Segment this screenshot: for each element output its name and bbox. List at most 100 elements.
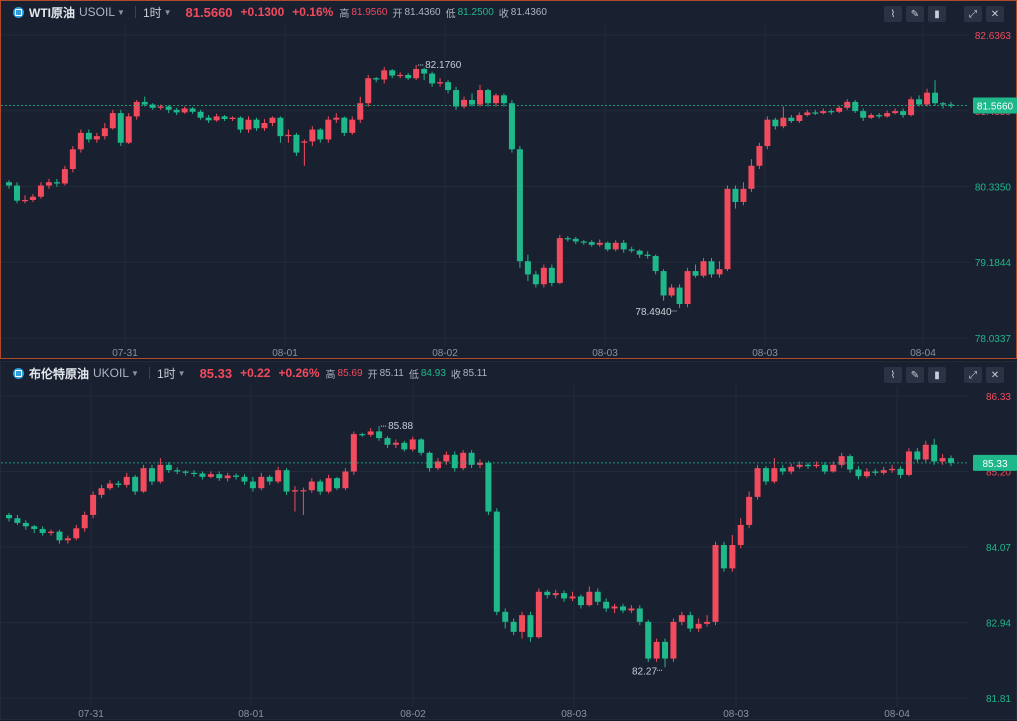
candle-body — [748, 165, 755, 189]
indicator-icon[interactable]: ⌇ — [884, 6, 902, 22]
chevron-down-icon[interactable]: ▼ — [131, 368, 139, 378]
close-value: 85.11 — [462, 367, 488, 379]
timeframe-selector[interactable]: 1时 — [142, 5, 162, 20]
date-axis-label: 08-03 — [592, 348, 618, 359]
candle-body — [492, 95, 499, 104]
candle — [732, 185, 739, 209]
candle — [258, 472, 265, 491]
candle — [813, 461, 820, 469]
candle-body — [149, 104, 156, 108]
chevron-down-icon[interactable]: ▼ — [117, 7, 125, 17]
candle-body — [820, 111, 827, 114]
candle-body — [48, 531, 55, 533]
expand-icon[interactable]: ⤢ — [964, 6, 982, 22]
symbol-code[interactable]: UKOIL — [93, 366, 130, 380]
candle — [261, 119, 268, 131]
candle — [524, 254, 531, 281]
candle-body — [700, 261, 707, 276]
candle — [21, 195, 28, 204]
candle — [771, 458, 778, 484]
candle-body — [334, 478, 341, 489]
chevron-down-icon[interactable]: ▼ — [177, 368, 186, 378]
candle — [821, 462, 828, 475]
candle-body — [93, 136, 100, 140]
candle-body — [437, 82, 444, 84]
candle — [22, 520, 29, 530]
candle-style-icon[interactable]: ▮ — [928, 6, 946, 22]
candle-body — [678, 615, 685, 622]
candle-body — [889, 468, 896, 471]
draw-icon[interactable]: ✎ — [906, 6, 924, 22]
wti-candlestick-chart[interactable]: 82.636381.485080.335079.184478.033707-31… — [1, 1, 1017, 360]
candle-body — [39, 528, 46, 533]
wti-chart-panel[interactable]: 82.636381.485080.335079.184478.033707-31… — [0, 0, 1017, 359]
candle-body — [181, 108, 188, 113]
candle — [317, 479, 324, 495]
draw-icon[interactable]: ✎ — [906, 367, 924, 383]
candle-body — [860, 111, 867, 118]
candle — [772, 117, 779, 130]
price-axis-label: 82.94 — [986, 619, 1011, 630]
timeframe-selector[interactable]: 1时 — [156, 366, 176, 381]
date-axis-label: 08-04 — [884, 709, 910, 720]
indicator-icon[interactable]: ⌇ — [884, 367, 902, 383]
candle-body — [426, 452, 433, 469]
close-icon[interactable]: ✕ — [986, 6, 1004, 22]
candle — [564, 236, 571, 242]
candle-body — [453, 90, 460, 107]
symbol-name[interactable]: WTI原油 — [29, 5, 75, 20]
candle — [384, 436, 391, 449]
candle — [516, 146, 523, 268]
chevron-down-icon[interactable]: ▼ — [163, 7, 172, 17]
candle — [855, 466, 862, 480]
candle-body — [740, 188, 747, 202]
candle-body — [6, 514, 12, 519]
candle — [500, 93, 507, 107]
candle — [872, 468, 879, 476]
brent-chart-panel[interactable]: 86.33 85.20 84.07 82.94 81.81 07-31 08-01 08-02… — [0, 361, 1017, 720]
candle-body — [596, 242, 603, 245]
candle-body — [876, 115, 883, 117]
candle-body — [897, 468, 904, 475]
candle-body — [852, 101, 859, 112]
date-axis-label: 08-01 — [238, 709, 264, 720]
candle — [922, 440, 929, 463]
close-label: 收 — [450, 369, 461, 381]
candle-body — [756, 146, 763, 166]
candle — [85, 129, 92, 143]
expand-icon[interactable]: ⤢ — [964, 367, 982, 383]
candle-body — [81, 514, 88, 529]
candle — [293, 132, 300, 156]
candle — [14, 514, 21, 525]
candle — [73, 524, 80, 541]
brent-candlestick-chart[interactable]: 86.33 85.20 84.07 82.94 81.81 07-31 08-01 08-02… — [1, 362, 1017, 721]
candle — [561, 590, 568, 602]
candle-body — [535, 591, 542, 638]
candle — [780, 106, 787, 129]
candle-body — [69, 149, 76, 170]
candle-body — [277, 117, 284, 137]
candle — [418, 438, 425, 456]
candle-body — [443, 454, 450, 462]
candle — [644, 251, 651, 259]
candle-body — [603, 601, 610, 609]
candle-body — [485, 462, 492, 512]
candle-body — [14, 518, 21, 523]
candle — [612, 240, 619, 252]
candle-body — [905, 451, 912, 475]
candle-body — [224, 475, 231, 479]
candle — [109, 109, 116, 130]
symbol-code[interactable]: USOIL — [79, 5, 116, 19]
candle-body — [838, 456, 845, 465]
candle — [628, 605, 635, 614]
candle — [712, 541, 719, 626]
candle-body — [708, 261, 715, 275]
candle — [636, 605, 643, 626]
close-icon[interactable]: ✕ — [986, 367, 1004, 383]
candle-body — [908, 99, 915, 116]
candle-style-icon[interactable]: ▮ — [928, 367, 946, 383]
symbol-name[interactable]: 布伦特原油 — [29, 366, 90, 381]
candle-body — [636, 250, 643, 255]
candle-body — [205, 117, 212, 121]
